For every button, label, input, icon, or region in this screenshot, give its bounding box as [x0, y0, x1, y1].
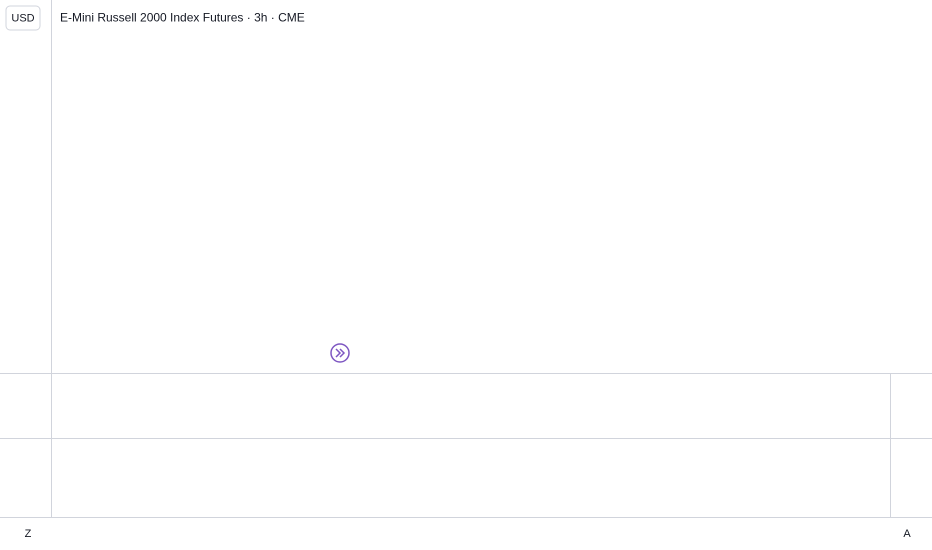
right-button[interactable] [895, 523, 919, 545]
currency-button[interactable] [5, 5, 41, 31]
currency: USD [11, 12, 34, 24]
right-button-label: A [903, 528, 911, 540]
chart-title: E-Mini Russell 2000 Index Futures · 3h ·… [60, 11, 305, 25]
left-button[interactable] [16, 523, 40, 545]
left-button-label: Z [25, 528, 32, 540]
replay-icon-arrow [335, 348, 346, 358]
